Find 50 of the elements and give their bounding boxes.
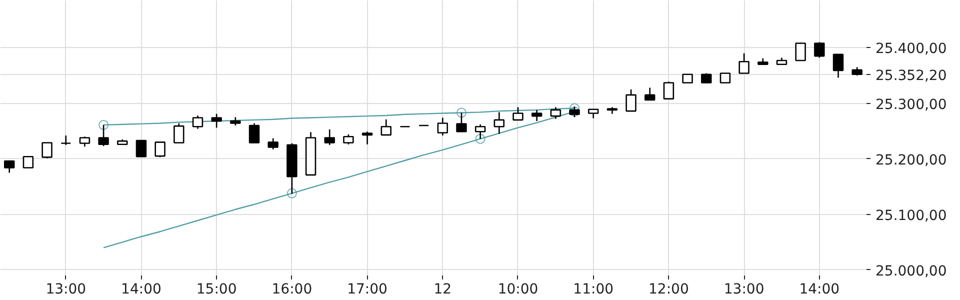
candlestick <box>550 106 562 120</box>
candlestick <box>663 80 674 100</box>
candlestick <box>60 134 72 146</box>
point <box>475 134 486 144</box>
candlestick <box>644 87 656 101</box>
candlestick <box>720 72 731 84</box>
candlestick <box>248 122 260 144</box>
x-tick-label: 14:00 <box>121 282 162 298</box>
candlestick <box>174 122 184 144</box>
y-tick-label: 25.300,00 <box>876 96 947 113</box>
candlestick <box>324 128 335 146</box>
y-tick-label: 25.352,20 <box>876 68 947 84</box>
x-tick-label: 12 <box>434 282 452 298</box>
y-tick-label: 25.100,00 <box>876 208 947 224</box>
x-tick-label: 13:00 <box>724 282 764 298</box>
x-tick-label: 14:00 <box>799 282 840 298</box>
x-tick-label: 12:00 <box>648 282 689 298</box>
x-tick-label: 11:00 <box>573 282 614 298</box>
candlestick <box>738 52 750 74</box>
point <box>456 108 466 118</box>
x-tick-label: 17:00 <box>347 282 388 298</box>
candlestick <box>795 42 806 62</box>
candlestick <box>437 117 448 136</box>
candlestick <box>512 106 524 122</box>
x-tick-label: 15:00 <box>196 282 237 298</box>
candlestick <box>343 134 354 146</box>
candlestick <box>494 112 505 134</box>
candlestick <box>22 156 34 168</box>
candlestick <box>531 109 542 122</box>
candlestick <box>362 130 373 146</box>
y-tick-label: 25.000,00 <box>876 263 947 280</box>
candlestick <box>192 114 204 130</box>
candlestick <box>136 140 147 158</box>
x-tick-label: 16:00 <box>272 282 312 298</box>
x-tick-label: 13:00 <box>46 282 86 298</box>
y-tick-label: 25.400,00 <box>876 41 947 58</box>
candlestick <box>79 136 90 148</box>
x-tick-label: 10:00 <box>498 282 538 298</box>
candlestick <box>814 42 825 58</box>
point <box>286 188 297 198</box>
candlestick <box>211 113 222 128</box>
candlestick <box>380 118 392 136</box>
candlestick <box>832 54 844 78</box>
candlestick <box>154 142 166 158</box>
point <box>98 120 109 130</box>
candlestick <box>42 142 52 159</box>
y-tick-label: 25.200,00 <box>876 152 947 168</box>
candlestick <box>268 138 278 150</box>
candlestick <box>4 160 15 174</box>
candlestick <box>626 88 636 112</box>
